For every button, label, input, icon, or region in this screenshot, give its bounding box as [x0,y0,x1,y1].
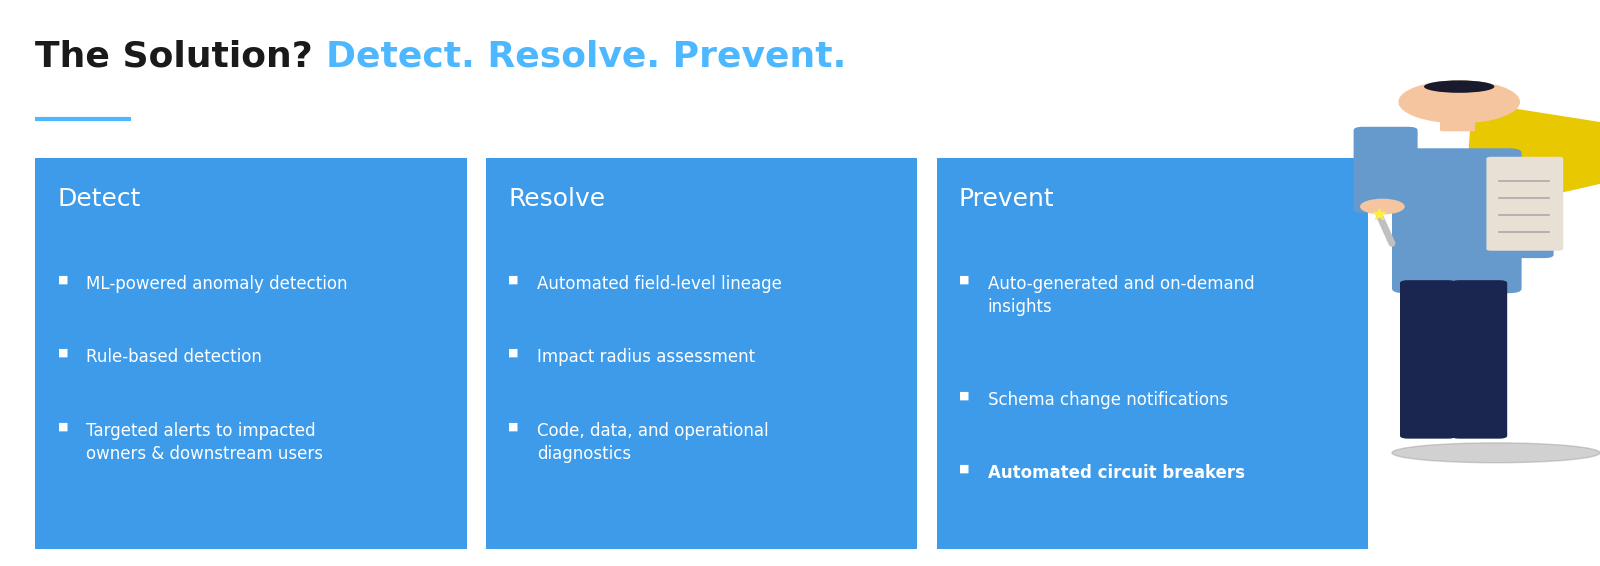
Circle shape [1398,80,1520,123]
FancyBboxPatch shape [1494,178,1554,258]
Text: Schema change notifications: Schema change notifications [987,391,1227,409]
Text: ■: ■ [509,348,518,358]
Text: Resolve: Resolve [509,187,605,211]
FancyBboxPatch shape [1451,280,1507,439]
FancyBboxPatch shape [1400,280,1456,439]
Ellipse shape [1424,80,1494,93]
Text: Prevent: Prevent [958,187,1054,211]
Text: Automated circuit breakers: Automated circuit breakers [987,464,1245,482]
Text: ML-powered anomaly detection: ML-powered anomaly detection [86,275,347,293]
FancyBboxPatch shape [936,158,1368,549]
Text: Targeted alerts to impacted
owners & downstream users: Targeted alerts to impacted owners & dow… [86,422,323,463]
Circle shape [1360,199,1405,215]
Text: Detect. Resolve. Prevent.: Detect. Resolve. Prevent. [325,40,846,74]
FancyBboxPatch shape [1392,148,1522,293]
Polygon shape [1464,102,1600,215]
FancyBboxPatch shape [1440,101,1475,131]
Text: ■: ■ [58,422,69,432]
Text: ■: ■ [509,422,518,432]
Text: Impact radius assessment: Impact radius assessment [538,348,755,366]
Text: ■: ■ [958,391,970,401]
Text: ■: ■ [958,275,970,285]
Text: ■: ■ [58,275,69,285]
Text: ■: ■ [958,464,970,474]
Text: Rule-based detection: Rule-based detection [86,348,262,366]
FancyBboxPatch shape [1486,157,1563,251]
FancyBboxPatch shape [1354,127,1418,213]
Text: The Solution?: The Solution? [35,40,325,74]
FancyBboxPatch shape [35,158,467,549]
Text: Detect: Detect [58,187,141,211]
Ellipse shape [1392,443,1600,463]
Text: ■: ■ [58,348,69,358]
FancyBboxPatch shape [486,158,917,549]
Text: Auto-generated and on-demand
insights: Auto-generated and on-demand insights [987,275,1254,316]
Text: Automated field-level lineage: Automated field-level lineage [538,275,782,293]
Text: Code, data, and operational
diagnostics: Code, data, and operational diagnostics [538,422,768,463]
Text: ■: ■ [509,275,518,285]
